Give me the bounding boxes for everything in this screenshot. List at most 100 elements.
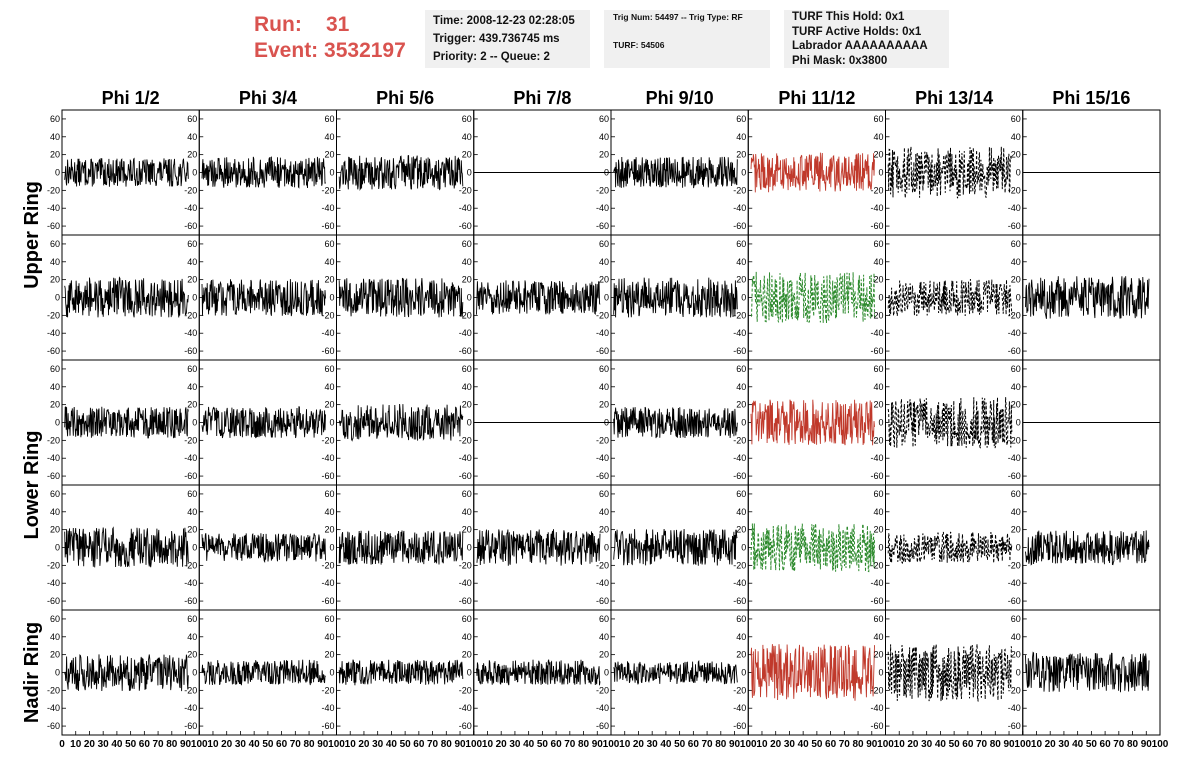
- x-tick-label: 90: [454, 739, 466, 750]
- y-tick-label: -40: [459, 703, 472, 713]
- x-tick-label: 100: [191, 739, 208, 750]
- y-tick-label: 20: [187, 525, 197, 535]
- waveform-trace: [613, 659, 738, 686]
- y-tick-label: -60: [596, 596, 609, 606]
- y-tick-label: 40: [1011, 507, 1021, 517]
- x-tick-label: 70: [839, 739, 851, 750]
- y-tick-label: 40: [736, 507, 746, 517]
- y-tick-label: -20: [596, 435, 609, 445]
- column-header: Phi 9/10: [646, 88, 714, 108]
- waveform-trace: [1025, 651, 1150, 693]
- y-tick-label: 40: [599, 507, 609, 517]
- x-tick-label: 70: [702, 739, 714, 750]
- y-tick-label: -60: [47, 346, 60, 356]
- y-tick-label: -40: [733, 453, 746, 463]
- y-tick-label: 40: [324, 507, 334, 517]
- y-tick-label: -40: [47, 578, 60, 588]
- column-header: Phi 1/2: [102, 88, 160, 108]
- waveform-trace: [338, 403, 464, 442]
- event-label: Event:: [254, 39, 319, 62]
- y-tick-label: -40: [47, 453, 60, 463]
- y-tick-label: 40: [462, 132, 472, 142]
- x-tick-label: 100: [465, 739, 482, 750]
- y-tick-label: 20: [324, 525, 334, 535]
- y-tick-label: -60: [870, 471, 883, 481]
- waveform-trace: [887, 279, 1013, 318]
- y-tick-label: 60: [873, 614, 883, 624]
- y-tick-label: -40: [870, 203, 883, 213]
- y-tick-label: 0: [741, 543, 746, 553]
- y-tick-label: 20: [736, 400, 746, 410]
- y-tick-label: 40: [1011, 632, 1021, 642]
- y-tick-label: -40: [733, 203, 746, 213]
- x-tick-label: 90: [866, 739, 878, 750]
- y-tick-label: 20: [873, 525, 883, 535]
- run-value: 31: [326, 13, 350, 36]
- x-tick-label: 50: [400, 739, 412, 750]
- y-tick-label: -40: [1008, 578, 1021, 588]
- y-tick-label: 40: [50, 507, 60, 517]
- y-tick-label: 40: [324, 382, 334, 392]
- y-tick-label: 40: [462, 507, 472, 517]
- y-tick-label: -60: [184, 471, 197, 481]
- x-tick-label: 80: [303, 739, 315, 750]
- waveform-trace: [1025, 530, 1150, 566]
- y-tick-label: -40: [459, 578, 472, 588]
- y-tick-label: 40: [324, 632, 334, 642]
- column-header: Phi 7/8: [513, 88, 571, 108]
- x-tick-label: 50: [537, 739, 549, 750]
- y-tick-label: -20: [1008, 310, 1021, 320]
- y-tick-label: -20: [47, 560, 60, 570]
- y-tick-label: 40: [187, 257, 197, 267]
- labrador-line: Labrador AAAAAAAAAA: [792, 40, 928, 52]
- x-tick-label: 10: [70, 739, 82, 750]
- y-tick-label: -60: [459, 721, 472, 731]
- y-tick-label: 20: [599, 400, 609, 410]
- y-tick-label: -60: [870, 721, 883, 731]
- y-tick-label: -40: [870, 328, 883, 338]
- y-tick-label: 60: [1011, 239, 1021, 249]
- x-tick-label: 100: [1152, 739, 1169, 750]
- trig-line: Trig Num: 54497 -- Trig Type: RF: [613, 12, 743, 22]
- x-tick-label: 20: [84, 739, 96, 750]
- waveform-trace: [201, 279, 326, 317]
- x-tick-label: 100: [877, 739, 894, 750]
- y-tick-label: -20: [1008, 560, 1021, 570]
- x-tick-label: 80: [1127, 739, 1139, 750]
- x-tick-label: 60: [413, 739, 425, 750]
- column-header: Phi 15/16: [1052, 88, 1130, 108]
- trigger-line: Trigger: 439.736745 ms: [433, 33, 560, 45]
- x-tick-label: 10: [894, 739, 906, 750]
- y-tick-label: -20: [184, 685, 197, 695]
- y-tick-label: 0: [604, 168, 609, 178]
- y-tick-label: -60: [870, 596, 883, 606]
- y-tick-label: -20: [870, 560, 883, 570]
- x-tick-label: 40: [798, 739, 810, 750]
- y-tick-label: -20: [184, 185, 197, 195]
- y-tick-label: 0: [55, 168, 60, 178]
- y-tick-label: -60: [459, 471, 472, 481]
- y-tick-label: -40: [596, 453, 609, 463]
- y-tick-label: 40: [324, 257, 334, 267]
- y-tick-label: 0: [741, 293, 746, 303]
- y-tick-label: 20: [50, 650, 60, 660]
- x-tick-label: 30: [98, 739, 110, 750]
- y-tick-label: 20: [324, 150, 334, 160]
- y-tick-label: -20: [459, 685, 472, 695]
- x-tick-label: 100: [328, 739, 345, 750]
- x-tick-label: 90: [1141, 739, 1153, 750]
- waveform-trace: [64, 654, 189, 692]
- y-tick-label: -20: [321, 685, 334, 695]
- y-tick-label: 0: [192, 168, 197, 178]
- waveform-trace: [476, 529, 601, 566]
- y-tick-label: -60: [459, 221, 472, 231]
- y-tick-label: 40: [599, 257, 609, 267]
- y-tick-label: -20: [733, 310, 746, 320]
- x-tick-label: 100: [740, 739, 757, 750]
- x-tick-label: 60: [688, 739, 700, 750]
- y-tick-label: -60: [459, 346, 472, 356]
- y-tick-label: 20: [462, 400, 472, 410]
- y-tick-label: 0: [55, 293, 60, 303]
- y-tick-label: -40: [1008, 203, 1021, 213]
- y-tick-label: -60: [1008, 346, 1021, 356]
